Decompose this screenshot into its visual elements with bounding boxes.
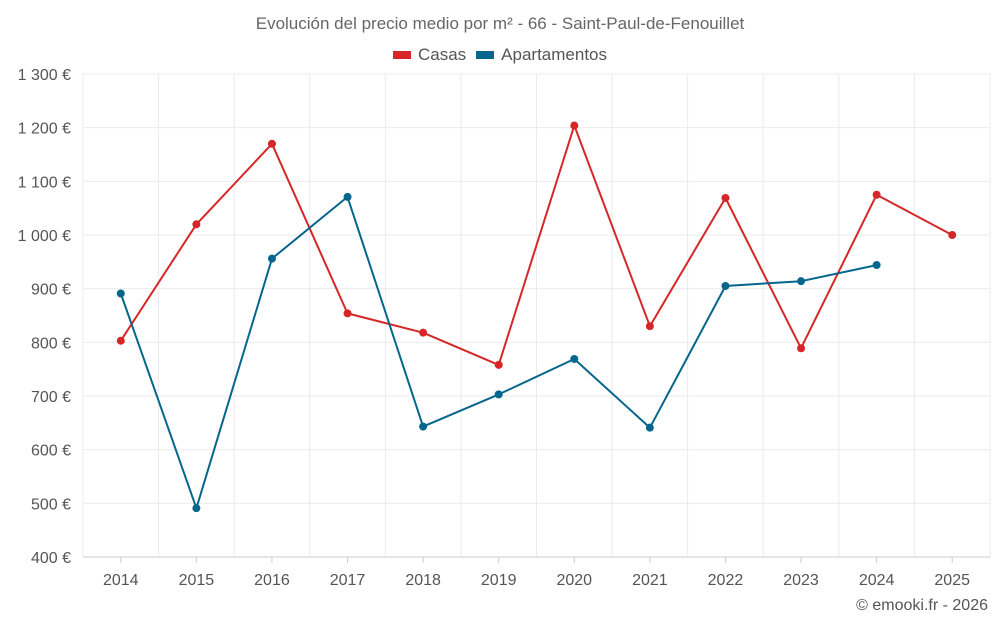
x-tick-label: 2020 [556,572,592,589]
data-point-apartamentos [721,281,730,290]
legend-item-apartamentos[interactable]: Apartamentos [476,45,607,65]
legend-item-casas[interactable]: Casas [392,45,467,65]
data-point-casas [948,231,957,239]
y-tick-label: 1 100 € [18,174,71,191]
y-tick-label: 1 200 € [18,121,71,138]
data-point-casas [721,193,730,202]
y-tick-label: 800 € [31,335,71,352]
x-tick-label: 2021 [632,572,668,589]
data-point-casas [419,328,428,337]
data-point-casas [192,220,201,229]
x-tick-label: 2016 [254,572,290,589]
data-point-apartamentos [797,277,806,286]
x-tick-label: 2014 [103,572,139,589]
y-tick-label: 500 € [31,496,71,513]
series-line-casas [119,124,953,366]
data-point-casas [267,139,276,148]
data-point-casas [797,344,806,353]
data-point-apartamentos [267,254,276,263]
x-tick-label: 2024 [859,572,895,589]
data-point-apartamentos [645,423,654,432]
data-point-casas [570,121,579,130]
y-tick-label: 1 000 € [18,228,71,245]
x-tick-label: 2022 [708,572,744,589]
data-point-casas [872,190,881,199]
y-tick-label: 700 € [31,389,71,406]
x-tick-label: 2015 [179,572,215,589]
legend-swatch-casas [392,51,411,59]
chart-title: Evolución del precio medio por m² - 66 -… [255,14,745,33]
data-point-apartamentos [494,390,503,399]
legend: Casas Apartamentos [0,45,1000,65]
legend-label-casas: Casas [417,45,467,64]
data-point-apartamentos [192,504,201,513]
data-point-casas [494,360,503,369]
x-tick-label: 2018 [405,572,441,589]
data-point-apartamentos [570,354,579,363]
data-point-apartamentos [872,261,881,270]
x-tick-label: 2025 [934,572,970,589]
y-tick-label: 900 € [31,282,71,299]
x-tick-label: 2017 [330,572,366,589]
x-tick-label: 2019 [481,572,517,589]
y-tick-label: 1 300 € [18,67,71,84]
data-point-casas [645,322,654,331]
legend-swatch-apartamentos [476,51,495,59]
legend-label-apartamentos: Apartamentos [501,45,608,64]
data-point-apartamentos [419,422,428,431]
data-point-casas [116,336,125,345]
data-point-casas [343,309,352,318]
data-point-apartamentos [116,289,125,298]
credit-text: © emooki.fr - 2026 [856,597,988,614]
y-tick-label: 600 € [31,443,71,460]
y-tick-label: 400 € [31,550,71,567]
x-tick-label: 2023 [783,572,819,589]
data-point-apartamentos [343,192,352,201]
